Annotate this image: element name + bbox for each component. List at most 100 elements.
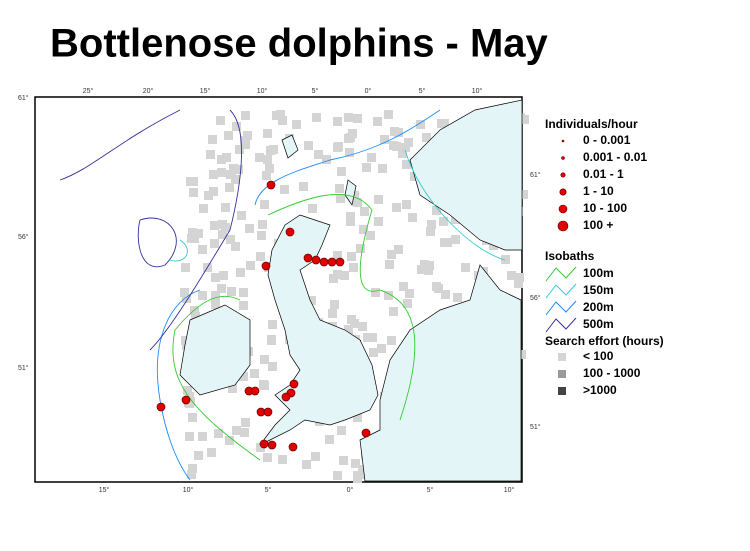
legend-line bbox=[545, 283, 577, 299]
effort-square bbox=[378, 164, 387, 173]
effort-square bbox=[207, 448, 216, 457]
effort-square bbox=[258, 220, 267, 229]
effort-square bbox=[517, 350, 526, 359]
effort-square bbox=[199, 204, 208, 213]
effort-square bbox=[225, 436, 234, 445]
legend-label: 0 - 0.001 bbox=[583, 133, 631, 147]
continent bbox=[359, 264, 522, 482]
effort-square bbox=[257, 231, 266, 240]
effort-square bbox=[314, 150, 323, 159]
effort-square bbox=[501, 255, 510, 264]
legend-title: Search effort (hours) bbox=[545, 334, 664, 348]
effort-square bbox=[322, 155, 331, 164]
effort-square bbox=[246, 261, 255, 270]
effort-square bbox=[328, 309, 337, 318]
effort-square bbox=[359, 225, 368, 234]
legend-label: >1000 bbox=[583, 383, 617, 397]
effort-square bbox=[209, 187, 218, 196]
effort-square bbox=[260, 355, 269, 364]
effort-square bbox=[226, 235, 235, 244]
effort-square bbox=[216, 116, 225, 125]
effort-square bbox=[217, 155, 226, 164]
effort-square bbox=[188, 413, 197, 422]
effort-square bbox=[204, 191, 213, 200]
effort-square bbox=[278, 116, 287, 125]
effort-square bbox=[209, 170, 218, 179]
effort-square bbox=[272, 111, 281, 120]
effort-square bbox=[387, 336, 396, 345]
effort-square bbox=[345, 148, 354, 157]
isobath-100m bbox=[172, 194, 416, 461]
effort-square bbox=[356, 244, 365, 253]
effort-square bbox=[239, 288, 248, 297]
effort-square bbox=[250, 369, 259, 378]
effort-square bbox=[268, 320, 277, 329]
effort-square bbox=[519, 190, 528, 199]
effort-square bbox=[384, 291, 393, 300]
sighting bbox=[311, 255, 321, 265]
effort-square bbox=[190, 234, 199, 243]
effort-square bbox=[346, 217, 355, 226]
sighting bbox=[289, 379, 299, 389]
legend-square bbox=[558, 370, 566, 378]
effort-square bbox=[217, 168, 226, 177]
sighting bbox=[303, 253, 313, 263]
lat-label: 61° bbox=[18, 94, 29, 102]
effort-square bbox=[402, 200, 411, 209]
effort-square bbox=[371, 288, 380, 297]
effort-square bbox=[333, 251, 342, 260]
effort-square bbox=[344, 134, 353, 143]
effort-square bbox=[263, 155, 272, 164]
effort-square bbox=[373, 117, 382, 126]
effort-square bbox=[241, 418, 250, 427]
effort-square bbox=[210, 221, 219, 230]
lon-label: 10° bbox=[257, 87, 268, 95]
legend-label: 10 - 100 bbox=[583, 201, 627, 215]
effort-square bbox=[453, 293, 462, 302]
effort-square bbox=[358, 465, 367, 474]
effort-square bbox=[307, 296, 316, 305]
effort-square bbox=[232, 122, 241, 131]
effort-square bbox=[256, 252, 265, 261]
effort-square bbox=[245, 224, 254, 233]
sighting bbox=[266, 180, 276, 190]
effort-square bbox=[417, 265, 426, 274]
isobath-150m bbox=[169, 149, 506, 262]
effort-square bbox=[188, 464, 197, 473]
effort-square bbox=[231, 175, 240, 184]
effort-square bbox=[507, 271, 516, 280]
effort-square bbox=[280, 185, 289, 194]
effort-square bbox=[362, 163, 371, 172]
effort-square bbox=[236, 268, 245, 277]
sightings bbox=[156, 180, 371, 452]
effort-square bbox=[439, 217, 448, 226]
effort-square bbox=[304, 141, 313, 150]
ireland bbox=[179, 304, 251, 396]
effort-square bbox=[234, 165, 243, 174]
effort-square bbox=[278, 455, 287, 464]
legend-label: 100 - 1000 bbox=[583, 366, 641, 380]
sighting bbox=[335, 257, 345, 267]
effort-square bbox=[194, 451, 203, 460]
effort-square bbox=[211, 291, 220, 300]
effort-square bbox=[198, 245, 207, 254]
effort-square bbox=[366, 231, 375, 240]
effort-square bbox=[385, 260, 394, 269]
effort-square bbox=[349, 263, 358, 272]
effort-square bbox=[237, 211, 246, 220]
effort-square bbox=[426, 227, 435, 236]
shetland bbox=[344, 179, 357, 206]
effort-square bbox=[210, 239, 219, 248]
legend-dot bbox=[561, 139, 565, 143]
effort-square bbox=[191, 312, 200, 321]
effort-square bbox=[461, 263, 470, 272]
lon-label: 5° bbox=[419, 87, 426, 95]
effort-square bbox=[346, 212, 355, 221]
effort-square bbox=[353, 198, 362, 207]
effort-square bbox=[394, 245, 403, 254]
effort-square bbox=[359, 470, 368, 479]
effort-square bbox=[224, 131, 233, 140]
lon-label: 15° bbox=[200, 87, 211, 95]
effort-square bbox=[369, 348, 378, 357]
